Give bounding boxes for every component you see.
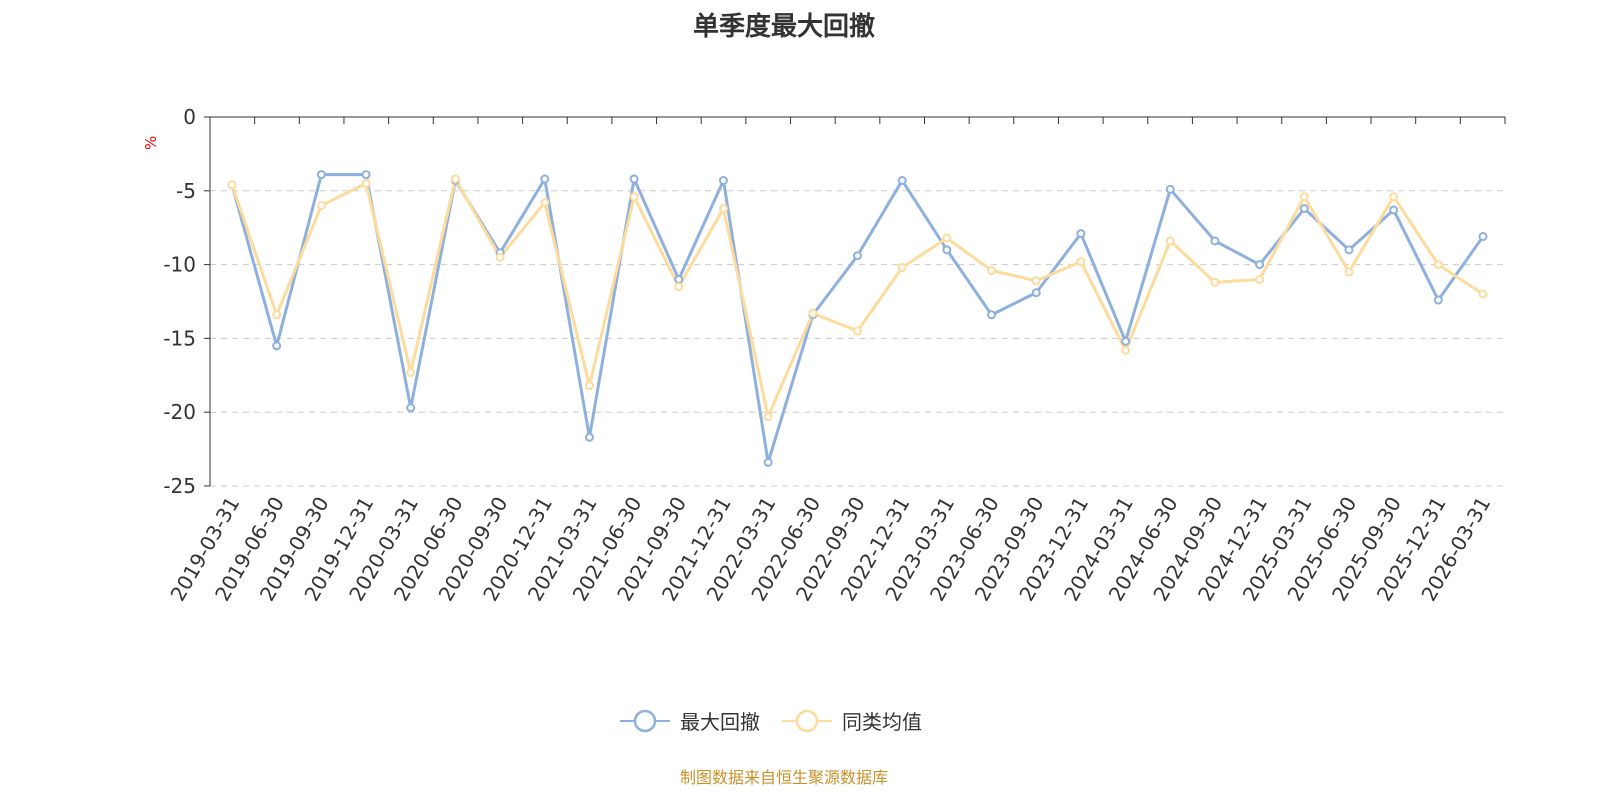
data-point xyxy=(1255,260,1265,270)
data-point xyxy=(1255,274,1265,284)
data-point xyxy=(272,341,282,351)
data-point xyxy=(1031,276,1041,286)
data-point xyxy=(674,282,684,292)
data-point xyxy=(853,326,862,336)
chart-title: 单季度最大回撤 xyxy=(692,12,875,42)
data-point xyxy=(1165,236,1175,246)
data-point xyxy=(1433,260,1443,270)
data-point xyxy=(942,233,952,243)
data-point xyxy=(406,367,416,377)
data-point xyxy=(1299,192,1309,202)
data-point xyxy=(1478,289,1488,299)
data-point xyxy=(808,308,818,318)
data-source-note: 制图数据来自恒生聚源数据库 xyxy=(679,768,888,787)
data-point xyxy=(1299,204,1309,214)
legend-marker-icon xyxy=(782,709,832,732)
y-tick-label: -10 xyxy=(163,253,196,277)
data-point xyxy=(718,175,728,185)
data-point xyxy=(584,432,594,442)
data-point xyxy=(1121,336,1131,346)
y-tick-label: 0 xyxy=(183,105,196,129)
line-chart: 0-5-10-15-20-252019-03-312019-06-302019-… xyxy=(163,105,1506,605)
legend: 最大回撤 同类均值 xyxy=(620,706,932,735)
data-point xyxy=(897,263,907,273)
data-point xyxy=(540,174,550,184)
data-point xyxy=(987,266,997,276)
data-point xyxy=(1121,345,1131,355)
data-point xyxy=(227,180,237,190)
data-point xyxy=(987,310,997,320)
data-point xyxy=(495,252,505,262)
data-point xyxy=(629,174,639,184)
data-point xyxy=(361,170,371,180)
data-point xyxy=(1031,288,1041,298)
data-point xyxy=(450,174,460,184)
data-point xyxy=(1165,184,1175,194)
y-tick-label: -5 xyxy=(176,179,196,203)
data-point xyxy=(406,403,416,413)
data-point xyxy=(1210,236,1220,246)
legend-marker-icon xyxy=(620,709,670,732)
legend-item-max-drawdown[interactable]: 最大回撤 xyxy=(620,706,760,735)
data-point xyxy=(1389,205,1399,215)
data-point xyxy=(1210,277,1220,287)
legend-label: 同类均值 xyxy=(842,710,922,734)
data-point xyxy=(763,457,773,467)
data-point xyxy=(272,310,282,320)
data-point xyxy=(629,192,639,202)
data-point xyxy=(853,251,862,261)
y-tick-label: -15 xyxy=(163,326,196,350)
data-point xyxy=(584,381,594,391)
data-point xyxy=(942,245,952,255)
data-point xyxy=(361,178,371,188)
data-point xyxy=(316,170,326,180)
data-point xyxy=(718,204,728,214)
y-tick-label: -25 xyxy=(163,474,196,498)
data-point xyxy=(1344,245,1354,255)
data-point xyxy=(1433,295,1443,305)
data-point xyxy=(316,201,326,211)
data-point xyxy=(897,175,907,185)
data-point xyxy=(1076,257,1086,267)
data-point xyxy=(674,274,684,284)
series-line xyxy=(230,173,1485,463)
data-point xyxy=(763,412,773,422)
data-point xyxy=(1478,232,1488,242)
y-tick-label: -20 xyxy=(163,400,196,424)
data-point xyxy=(1389,192,1399,202)
series-line xyxy=(230,174,1484,422)
data-point xyxy=(540,198,550,208)
data-point xyxy=(1076,229,1086,239)
data-point xyxy=(1344,267,1354,277)
legend-item-peer-average[interactable]: 同类均值 xyxy=(782,706,922,735)
legend-label: 最大回撤 xyxy=(680,710,760,734)
